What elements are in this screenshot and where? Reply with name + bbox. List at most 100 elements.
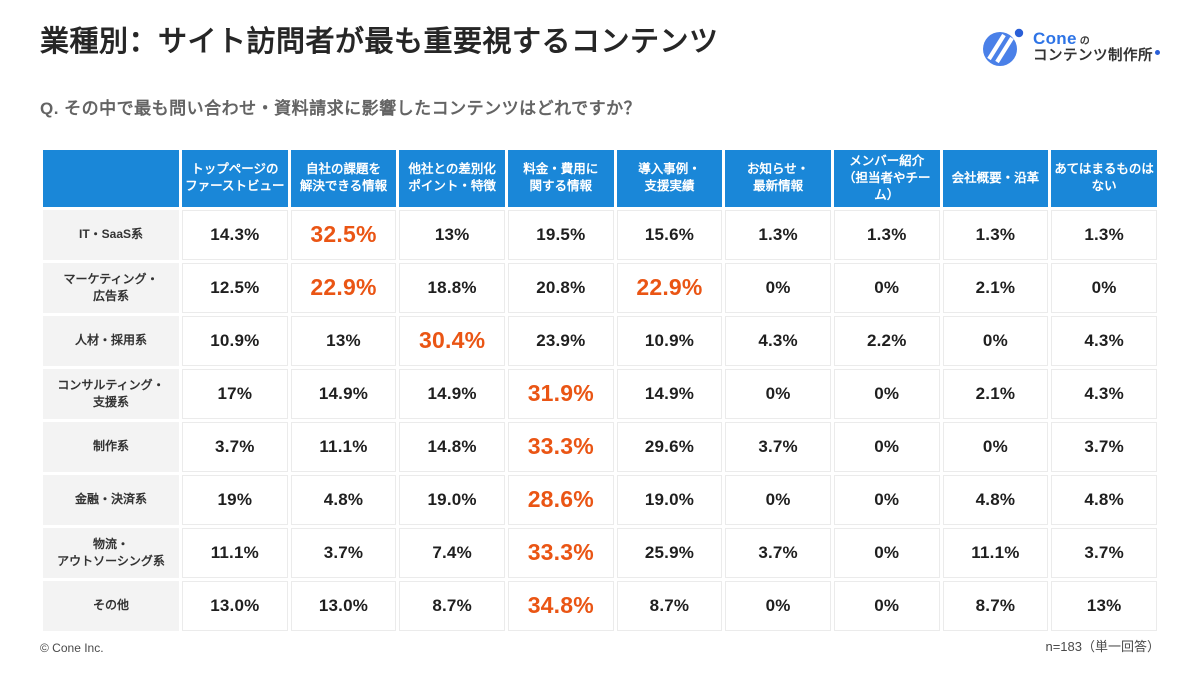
value-cell: 3.7% (1051, 421, 1157, 472)
table-row: コンサルティング・ 支援系 17% 14.9% 14.9% 31.9% 14.9% 0% 0%… (43, 368, 1157, 419)
value-cell: 3.7% (182, 421, 288, 472)
value-cell: 0% (725, 368, 831, 419)
value-cell: 13% (290, 315, 397, 366)
copyright-text: © Cone Inc. (40, 641, 104, 655)
value-cell: 29.6% (616, 421, 723, 472)
column-header: 料金・費用に 関する情報 (507, 150, 614, 207)
value-cell: 19.5% (507, 209, 614, 260)
value-cell: 7.4% (399, 527, 505, 578)
value-cell: 0% (833, 262, 940, 313)
row-label: マーケティング・ 広告系 (43, 262, 179, 313)
value-cell: 0% (833, 474, 940, 525)
value-cell: 14.8% (399, 421, 505, 472)
value-cell-highlighted: 32.5% (290, 209, 397, 260)
column-header: 自社の課題を 解決できる情報 (290, 150, 397, 207)
value-cell-highlighted: 31.9% (507, 368, 614, 419)
value-cell: 20.8% (507, 262, 614, 313)
header: 業種別：サイト訪問者が最も重要視するコンテンツ Cone の コンテンツ制作所 (0, 0, 1200, 68)
value-cell: 19% (182, 474, 288, 525)
logo-dot-icon (1155, 50, 1160, 56)
value-cell: 4.3% (1051, 315, 1157, 366)
value-cell-highlighted: 33.3% (507, 527, 614, 578)
value-cell: 8.7% (616, 580, 723, 631)
value-cell: 13% (399, 209, 505, 260)
value-cell: 0% (942, 421, 1049, 472)
value-cell: 3.7% (725, 527, 831, 578)
survey-question: Q. その中で最も問い合わせ・資料請求に影響したコンテンツはどれですか？ (40, 99, 642, 118)
value-cell: 3.7% (725, 421, 831, 472)
value-cell: 14.9% (290, 368, 397, 419)
row-label: IT・SaaS系 (43, 209, 179, 260)
value-cell: 14.3% (182, 209, 288, 260)
value-cell: 11.1% (942, 527, 1049, 578)
cone-logo: Cone の コンテンツ制作所 (981, 24, 1160, 68)
table-corner-cell (43, 150, 179, 207)
table-row: 制作系 3.7% 11.1% 14.8% 33.3% 29.6% 3.7% 0% 0% 3.7% (43, 421, 1157, 472)
value-cell: 4.3% (725, 315, 831, 366)
value-cell: 15.6% (616, 209, 723, 260)
value-cell: 0% (1051, 262, 1157, 313)
cone-logo-icon (983, 28, 1024, 66)
sample-size-note: n=183（単一回答） (1045, 639, 1160, 654)
value-cell: 8.7% (942, 580, 1049, 631)
value-cell: 17% (182, 368, 288, 419)
table-row: IT・SaaS系 14.3% 32.5% 13% 19.5% 15.6% 1.3% 1.3% 1… (43, 209, 1157, 260)
value-cell: 0% (725, 474, 831, 525)
value-cell: 4.8% (290, 474, 397, 525)
row-label: その他 (43, 580, 179, 631)
value-cell: 2.1% (942, 262, 1049, 313)
value-cell: 11.1% (182, 527, 288, 578)
value-cell: 0% (833, 421, 940, 472)
column-header: メンバー紹介 （担当者やチーム） (833, 150, 940, 207)
value-cell: 0% (725, 580, 831, 631)
value-cell: 3.7% (290, 527, 397, 578)
row-label: コンサルティング・ 支援系 (43, 368, 179, 419)
table-row: 人材・採用系 10.9% 13% 30.4% 23.9% 10.9% 4.3% 2.2% 0% 4… (43, 315, 1157, 366)
value-cell: 18.8% (399, 262, 505, 313)
value-cell: 19.0% (399, 474, 505, 525)
value-cell: 23.9% (507, 315, 614, 366)
table-row: マーケティング・ 広告系 12.5% 22.9% 18.8% 20.8% 22.9% 0% 0… (43, 262, 1157, 313)
value-cell-highlighted: 30.4% (399, 315, 505, 366)
value-cell: 0% (833, 580, 940, 631)
value-cell: 4.3% (1051, 368, 1157, 419)
value-cell: 13.0% (290, 580, 397, 631)
value-cell-highlighted: 22.9% (616, 262, 723, 313)
column-header: 会社概要・沿革 (942, 150, 1049, 207)
logo-particle: の (1079, 35, 1090, 47)
value-cell: 14.9% (399, 368, 505, 419)
results-table: トップページの ファーストビュー 自社の課題を 解決できる情報 他社との差別化 ポイ… (40, 147, 1160, 634)
value-cell-highlighted: 34.8% (507, 580, 614, 631)
value-cell: 0% (833, 368, 940, 419)
value-cell: 13% (1051, 580, 1157, 631)
logo-studio-name: コンテンツ制作所 (1033, 48, 1153, 65)
row-label: 制作系 (43, 421, 179, 472)
column-header: お知らせ・ 最新情報 (725, 150, 831, 207)
value-cell: 10.9% (182, 315, 288, 366)
table-row: 物流・ アウトソーシング系 11.1% 3.7% 7.4% 33.3% 25.9% 3.7%… (43, 527, 1157, 578)
value-cell: 8.7% (399, 580, 505, 631)
value-cell: 12.5% (182, 262, 288, 313)
value-cell: 13.0% (182, 580, 288, 631)
value-cell: 1.3% (942, 209, 1049, 260)
value-cell: 0% (833, 527, 940, 578)
row-label: 物流・ アウトソーシング系 (43, 527, 179, 578)
value-cell: 10.9% (616, 315, 723, 366)
value-cell: 2.2% (833, 315, 940, 366)
value-cell: 19.0% (616, 474, 723, 525)
table-header-row: トップページの ファーストビュー 自社の課題を 解決できる情報 他社との差別化 ポイ… (43, 150, 1157, 207)
value-cell-highlighted: 28.6% (507, 474, 614, 525)
table-row: 金融・決済系 19% 4.8% 19.0% 28.6% 19.0% 0% 0% 4.8% 4.8% (43, 474, 1157, 525)
value-cell: 1.3% (725, 209, 831, 260)
logo-text: Cone の コンテンツ制作所 (1033, 29, 1160, 65)
logo-brand-name: Cone (1033, 28, 1077, 48)
results-table-container: トップページの ファーストビュー 自社の課題を 解決できる情報 他社との差別化 ポイ… (40, 147, 1160, 634)
value-cell: 1.3% (1051, 209, 1157, 260)
row-label: 金融・決済系 (43, 474, 179, 525)
page-title: 業種別：サイト訪問者が最も重要視するコンテンツ (40, 26, 719, 58)
value-cell: 2.1% (942, 368, 1049, 419)
column-header: あてはまるものは ない (1051, 150, 1157, 207)
column-header: 導入事例・ 支援実績 (616, 150, 723, 207)
value-cell: 4.8% (942, 474, 1049, 525)
value-cell: 11.1% (290, 421, 397, 472)
